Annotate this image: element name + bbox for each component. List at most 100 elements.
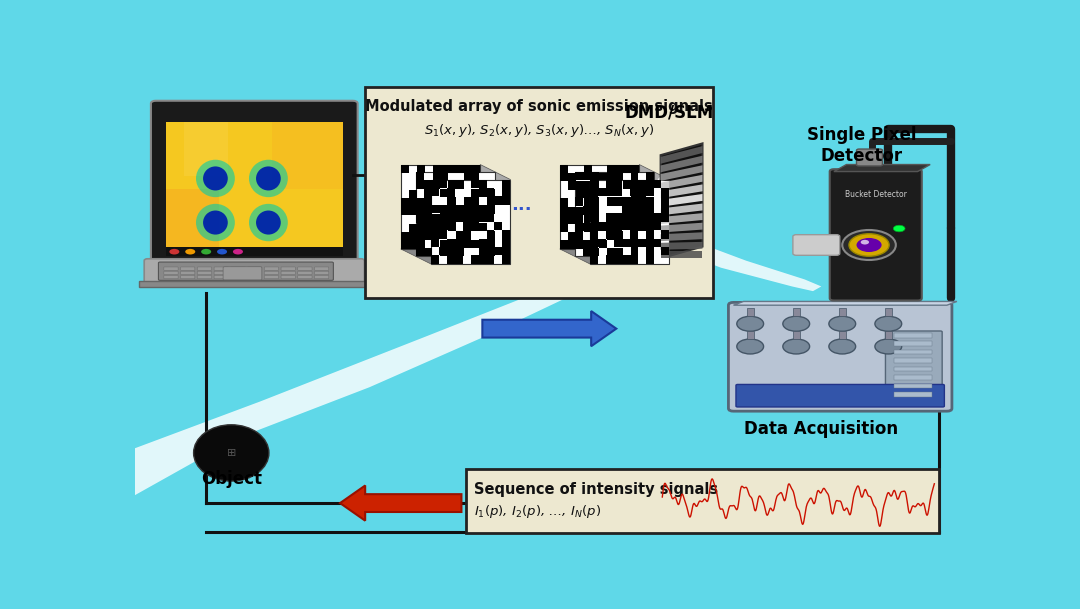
- Polygon shape: [661, 213, 702, 224]
- Bar: [623, 181, 632, 190]
- Bar: [478, 188, 486, 197]
- Bar: [447, 222, 455, 230]
- Circle shape: [233, 249, 243, 255]
- Bar: [590, 213, 598, 222]
- Bar: [576, 241, 583, 249]
- Bar: [462, 239, 471, 247]
- Bar: [478, 239, 486, 247]
- FancyBboxPatch shape: [575, 172, 654, 256]
- Text: Sequence of intensity signals: Sequence of intensity signals: [474, 482, 718, 497]
- Bar: [486, 197, 495, 205]
- Bar: [423, 231, 432, 239]
- Polygon shape: [661, 175, 702, 189]
- Bar: [433, 173, 441, 181]
- Bar: [568, 232, 576, 241]
- Bar: [463, 239, 472, 248]
- Bar: [487, 206, 496, 214]
- Bar: [472, 206, 480, 214]
- Bar: [590, 205, 598, 213]
- FancyBboxPatch shape: [885, 308, 892, 316]
- Bar: [607, 190, 616, 199]
- Bar: [424, 224, 433, 232]
- Bar: [613, 213, 622, 222]
- Bar: [647, 223, 654, 231]
- Polygon shape: [661, 146, 702, 164]
- Bar: [464, 232, 472, 241]
- Bar: [622, 214, 631, 223]
- Bar: [417, 164, 424, 173]
- FancyBboxPatch shape: [893, 333, 932, 337]
- Bar: [631, 197, 638, 206]
- Bar: [646, 213, 653, 222]
- FancyBboxPatch shape: [401, 164, 481, 249]
- Text: $I_1(p)$, $I_2(p)$, …, $I_N(p)$: $I_1(p)$, $I_2(p)$, …, $I_N(p)$: [474, 503, 602, 520]
- Polygon shape: [661, 194, 702, 206]
- Circle shape: [828, 316, 855, 331]
- Bar: [423, 189, 432, 197]
- Bar: [590, 239, 598, 247]
- Bar: [431, 188, 438, 197]
- Bar: [630, 180, 637, 188]
- Polygon shape: [733, 301, 957, 305]
- FancyBboxPatch shape: [214, 267, 228, 270]
- Bar: [438, 205, 447, 213]
- Bar: [615, 172, 622, 180]
- FancyBboxPatch shape: [265, 267, 279, 270]
- Bar: [462, 230, 471, 239]
- Text: Object: Object: [201, 470, 261, 488]
- Bar: [423, 223, 432, 231]
- Bar: [438, 247, 447, 256]
- Polygon shape: [661, 203, 702, 216]
- Bar: [607, 248, 615, 256]
- FancyBboxPatch shape: [314, 267, 328, 270]
- FancyBboxPatch shape: [166, 189, 219, 256]
- Bar: [631, 231, 638, 239]
- Bar: [653, 239, 661, 247]
- Bar: [462, 222, 471, 230]
- Bar: [576, 190, 583, 199]
- Bar: [607, 197, 615, 206]
- Bar: [631, 172, 638, 180]
- Bar: [613, 239, 622, 247]
- FancyBboxPatch shape: [214, 275, 228, 279]
- Bar: [606, 180, 613, 188]
- Bar: [431, 256, 438, 264]
- Bar: [424, 181, 433, 190]
- Bar: [423, 180, 432, 189]
- Polygon shape: [654, 172, 670, 264]
- FancyBboxPatch shape: [231, 275, 245, 279]
- Circle shape: [737, 316, 764, 331]
- Circle shape: [875, 339, 902, 354]
- Bar: [599, 190, 607, 199]
- Bar: [417, 241, 424, 249]
- Bar: [495, 247, 502, 256]
- Bar: [472, 172, 480, 180]
- Text: $S_1(x,y)$, $S_2(x,y)$, $S_3(x,y)$…, $S_N(x,y)$: $S_1(x,y)$, $S_2(x,y)$, $S_3(x,y)$…, $S_…: [423, 122, 654, 139]
- Bar: [583, 206, 591, 214]
- Polygon shape: [834, 164, 930, 172]
- Bar: [661, 213, 670, 222]
- Bar: [599, 173, 607, 181]
- Bar: [632, 164, 639, 173]
- Bar: [416, 206, 423, 214]
- Bar: [583, 190, 592, 199]
- Bar: [631, 239, 638, 248]
- Bar: [637, 197, 646, 205]
- Bar: [591, 206, 598, 214]
- Bar: [591, 172, 598, 180]
- Polygon shape: [401, 249, 496, 256]
- Bar: [575, 239, 583, 248]
- Bar: [637, 205, 646, 213]
- Bar: [457, 215, 464, 224]
- FancyBboxPatch shape: [416, 172, 496, 256]
- Bar: [471, 256, 478, 264]
- Circle shape: [783, 316, 810, 331]
- Ellipse shape: [249, 204, 288, 241]
- Bar: [457, 241, 464, 249]
- Bar: [583, 224, 592, 232]
- FancyBboxPatch shape: [180, 275, 194, 279]
- Bar: [423, 214, 432, 223]
- FancyBboxPatch shape: [735, 384, 944, 407]
- Bar: [599, 241, 607, 249]
- Bar: [661, 247, 670, 256]
